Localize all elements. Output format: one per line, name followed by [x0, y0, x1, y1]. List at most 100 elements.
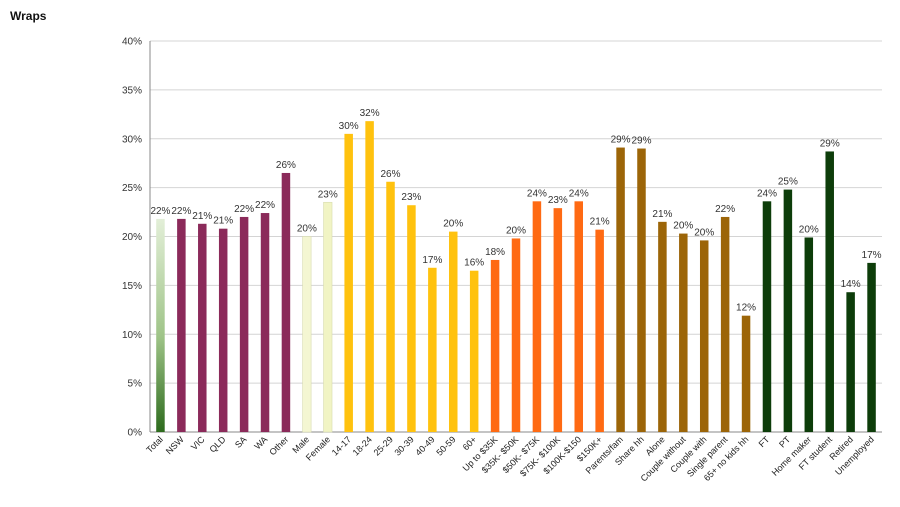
data-label: 21% [213, 216, 233, 227]
data-label: 17% [422, 255, 442, 266]
data-label: 22% [234, 204, 254, 215]
bar [281, 172, 291, 432]
data-label: 26% [381, 169, 401, 180]
bar [595, 229, 604, 432]
data-label: 24% [569, 188, 589, 199]
x-tick-label: SA [233, 434, 249, 450]
x-tick-label: WA [252, 434, 269, 451]
bar [616, 147, 625, 433]
x-tick-label: Other [267, 434, 290, 457]
y-tick-label: 35% [122, 85, 142, 96]
bar [532, 201, 542, 432]
data-label: 22% [255, 200, 275, 211]
y-tick-label: 10% [122, 330, 142, 341]
y-tick-label: 20% [122, 232, 142, 243]
data-label: 20% [297, 224, 317, 235]
x-tick-label: 25-29 [372, 434, 395, 457]
y-tick-label: 40% [122, 37, 142, 48]
data-label: 22% [715, 204, 735, 215]
bar [218, 228, 228, 432]
bar [469, 270, 479, 432]
bar [783, 189, 793, 432]
data-label: 22% [150, 206, 170, 217]
data-label: 21% [192, 211, 212, 222]
y-tick-label: 30% [122, 134, 142, 145]
data-label: 17% [862, 250, 882, 261]
data-label: 29% [611, 135, 631, 146]
data-label: 20% [799, 224, 819, 235]
y-tick-label: 25% [122, 183, 142, 194]
bar [302, 236, 312, 433]
data-labels: 22% 22% 21% 21%22% 22%26%20%23%30%32%26%23%1… [150, 108, 881, 314]
data-label: 23% [548, 195, 568, 206]
data-label: 29% [820, 138, 840, 149]
data-label: 14% [841, 279, 861, 290]
x-tick-label: 50-59 [434, 434, 457, 457]
bar [344, 133, 353, 433]
data-label: 12% [736, 303, 756, 314]
x-tick-label: Total [144, 434, 165, 455]
data-label: 20% [694, 227, 714, 238]
bar [658, 221, 667, 432]
data-label: 18% [485, 247, 505, 258]
bar [699, 240, 709, 432]
x-tick-label: FT [757, 434, 772, 449]
bars [156, 121, 876, 433]
bar [449, 231, 458, 432]
y-tick-label: 0% [128, 428, 143, 439]
bar [825, 151, 834, 432]
data-label: 21% [652, 209, 672, 220]
bar [490, 259, 500, 432]
bar [407, 205, 416, 432]
bar [365, 121, 374, 432]
bar [637, 148, 646, 432]
x-tick-label: QLD [207, 434, 228, 455]
bar [762, 201, 772, 432]
bar [386, 181, 395, 432]
bar [198, 223, 207, 432]
x-tick-label: 40-49 [413, 434, 436, 457]
x-tick-label: VIC [189, 434, 207, 452]
y-tick-label: 5% [128, 379, 143, 390]
x-tick-label: 18-24 [351, 434, 374, 457]
bar [867, 262, 876, 432]
x-tick-label: 30-39 [392, 434, 415, 457]
bar [574, 201, 583, 432]
y-tick-label: 15% [122, 281, 142, 292]
bar [428, 267, 437, 432]
bar [511, 238, 521, 432]
bar [846, 292, 855, 432]
chart-title: Wraps [10, 9, 47, 23]
bar [177, 218, 186, 432]
data-label: 24% [757, 188, 777, 199]
bar [804, 237, 814, 432]
data-label: 26% [276, 160, 296, 171]
data-label: 22% [171, 206, 191, 217]
data-label: 20% [506, 225, 526, 236]
bar [741, 315, 751, 432]
bar [156, 218, 165, 432]
bar [679, 233, 688, 432]
data-label: 30% [339, 121, 359, 132]
y-axis: 0% 5% 10% 15% 20% 25% 30% 35% 40% [122, 37, 142, 439]
data-label: 24% [527, 188, 547, 199]
bar [720, 216, 730, 432]
bar [239, 216, 249, 432]
x-tick-label: 14-17 [330, 434, 353, 457]
data-label: 29% [631, 136, 651, 147]
bar [260, 213, 270, 432]
data-label: 16% [464, 258, 484, 269]
data-label: 21% [590, 217, 610, 228]
x-tick-label: PT [777, 434, 793, 450]
bar [323, 201, 333, 433]
data-label: 25% [778, 177, 798, 188]
data-label: 20% [673, 221, 693, 232]
data-label: 23% [401, 192, 421, 203]
bar [553, 208, 563, 432]
x-tick-label: NSW [164, 434, 186, 456]
data-label: 23% [318, 189, 338, 200]
data-label: 20% [443, 219, 463, 230]
data-label: 32% [360, 108, 380, 119]
